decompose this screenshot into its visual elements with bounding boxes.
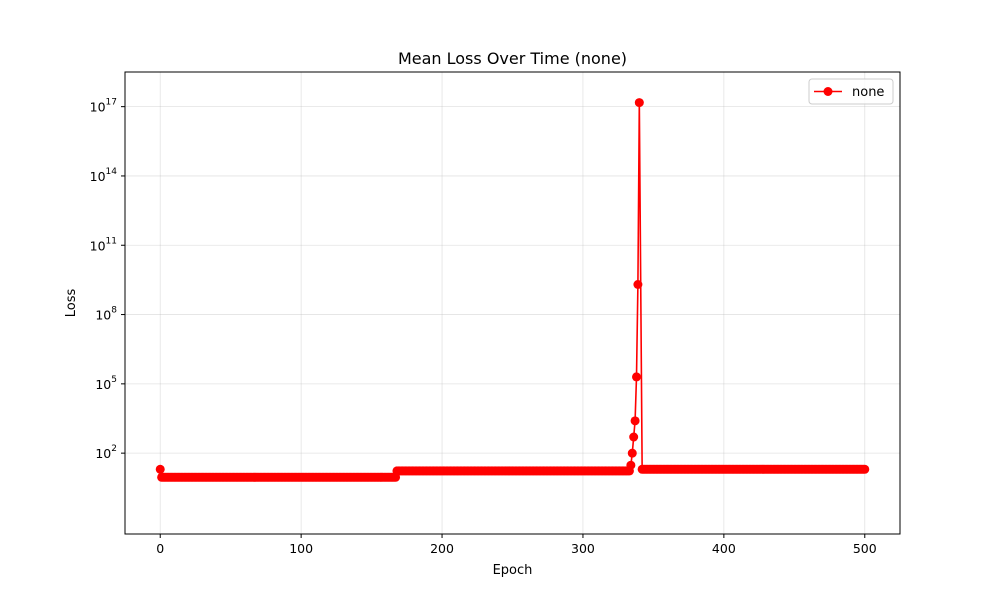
legend-box (808, 78, 894, 105)
grid-layer (125, 72, 900, 534)
y-axis-label: Loss (64, 289, 79, 318)
data-point (626, 460, 636, 470)
legend-entry-label: none (852, 85, 884, 100)
chart-title: Mean Loss Over Time (none) (398, 49, 627, 68)
y-tick-label: 105 (95, 375, 117, 392)
x-tick-label: 400 (712, 541, 736, 556)
x-tick-label: 200 (430, 541, 454, 556)
tick-layer: 0 100 200 300 400 500 102 105 108 1011 1014 1017 (90, 98, 877, 556)
data-point (860, 464, 870, 474)
x-tick-label: 0 (156, 541, 164, 556)
y-tick-label: 1017 (90, 98, 117, 115)
y-tick-label: 108 (95, 306, 117, 323)
data-point (155, 464, 165, 474)
series-layer (155, 98, 870, 482)
data-point (632, 372, 641, 382)
data-point (634, 98, 644, 108)
plot-frame (124, 71, 901, 535)
y-tick-label: 1014 (90, 167, 118, 184)
data-point (633, 280, 643, 289)
x-tick-label: 300 (571, 541, 595, 556)
x-tick-label: 100 (289, 541, 313, 556)
legend-marker-swatch (823, 87, 833, 96)
x-axis-label: Epoch (493, 563, 533, 578)
data-point (627, 448, 637, 458)
x-tick-label: 500 (853, 541, 877, 556)
legend: none (808, 78, 894, 105)
y-tick-label: 1011 (90, 236, 117, 253)
y-tick-label: 102 (95, 444, 117, 461)
data-point (629, 432, 639, 442)
data-point (630, 416, 640, 426)
